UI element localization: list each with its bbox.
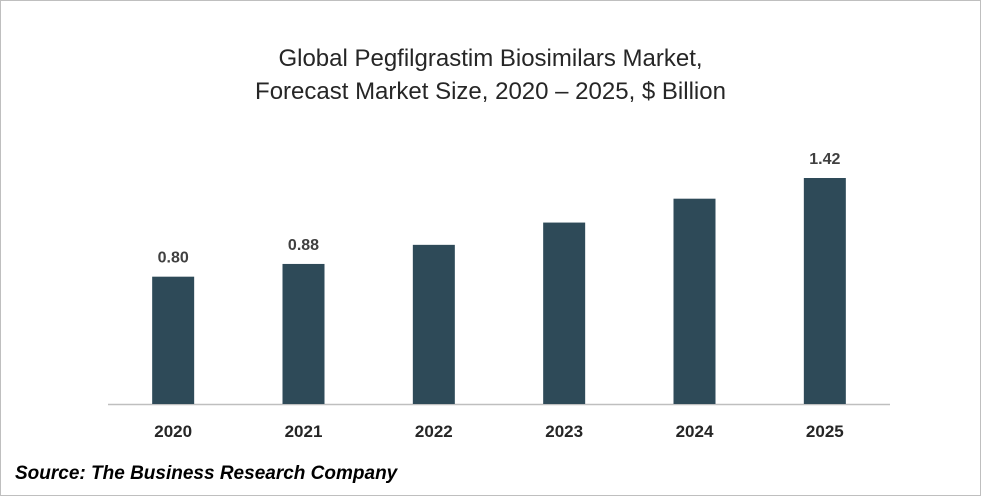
bar-2023 [543,222,586,404]
bar-2021 [282,263,325,404]
data-label: 0.88 [288,237,319,254]
x-tick-label: 2020 [154,422,192,441]
bar-2022 [412,244,455,404]
bar-2020 [152,276,195,404]
source-note: Source: The Business Research Company [15,463,398,484]
bar-2025 [803,178,846,404]
x-tick-label: 2021 [285,422,323,441]
x-tick-label: 2023 [545,422,583,441]
chart-title-line-2: Forecast Market Size, 2020 – 2025, $ Bil… [255,78,726,105]
x-tick-label: 2025 [806,422,844,441]
chart-title: Global Pegfilgrastim Biosimilars Market,… [0,42,981,108]
data-label: 1.42 [809,151,840,168]
bar-2024 [673,198,716,404]
x-tick-label: 2022 [415,422,453,441]
data-label: 0.80 [158,250,189,267]
chart-title-line-1: Global Pegfilgrastim Biosimilars Market, [278,45,703,72]
x-tick-label: 2024 [676,422,714,441]
